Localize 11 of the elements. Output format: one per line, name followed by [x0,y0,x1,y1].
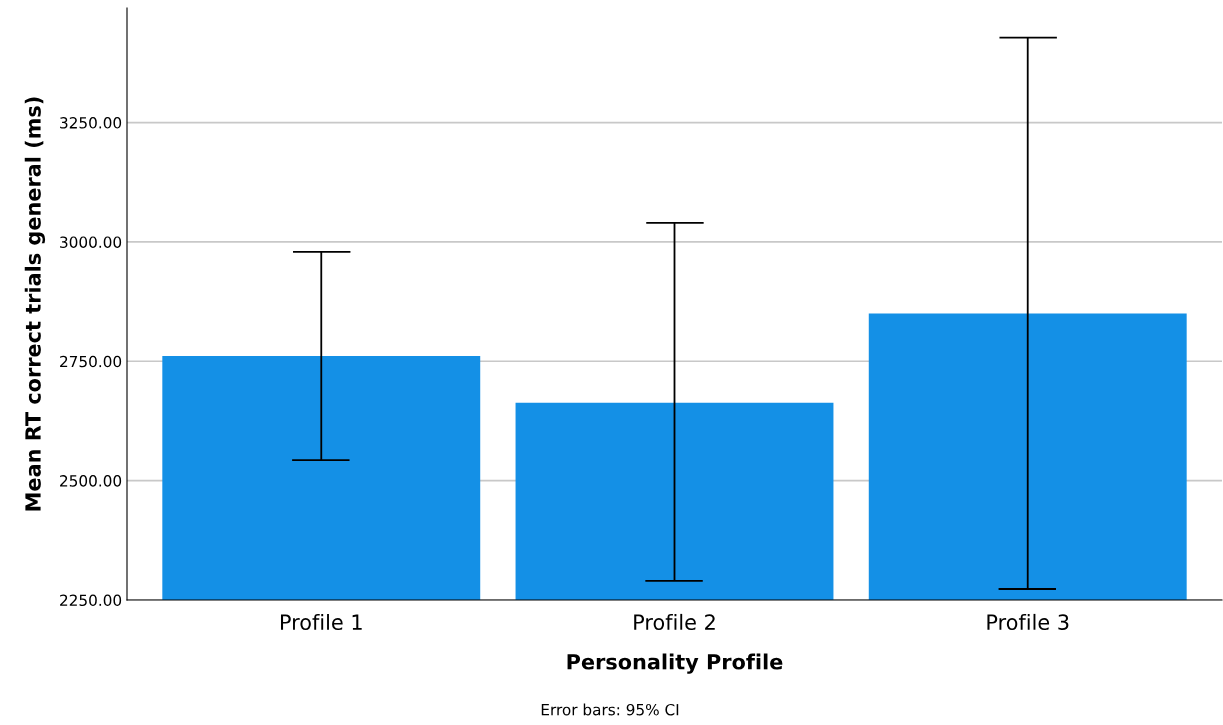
x-tick-label: Profile 1 [281,613,362,631]
y-tick-label: 3000.00 [60,236,122,248]
y-tick-label: 2750.00 [60,355,122,368]
x-tick-label: Profile 3 [987,613,1069,631]
y-tick-label: 2250.00 [60,594,122,607]
x-tick-label: Profile 2 [634,613,715,631]
text: Error bars: 95% CI [541,703,679,716]
y-tick-label: 2500.00 [60,475,122,487]
x-axis-title: Personality Profile [567,653,783,674]
y-tick-label: 3250.00 [60,117,122,129]
y-axis-title: Mean RT correct trials general (ms) [24,97,46,511]
